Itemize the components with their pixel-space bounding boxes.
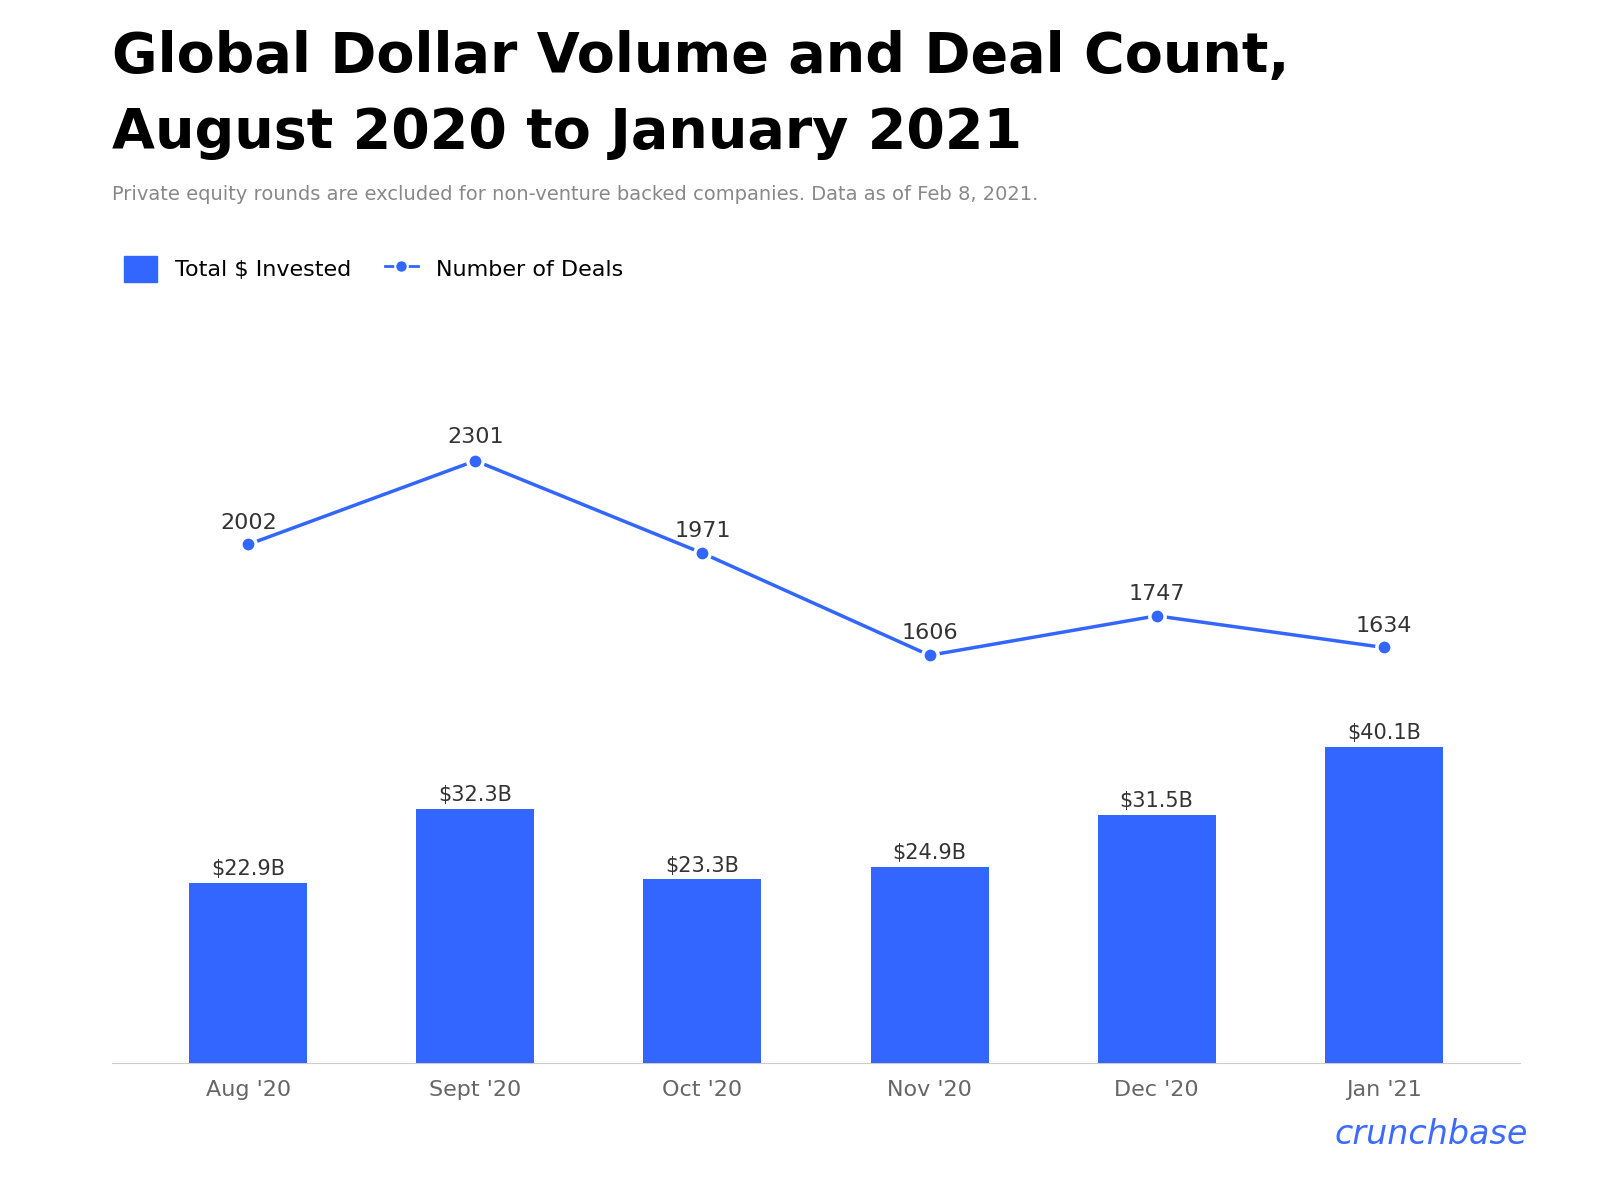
Bar bbox=[1325, 748, 1443, 1063]
Text: $22.9B: $22.9B bbox=[211, 859, 285, 879]
Text: 1606: 1606 bbox=[901, 624, 958, 644]
Text: 1971: 1971 bbox=[674, 521, 731, 541]
Text: $23.3B: $23.3B bbox=[666, 855, 739, 875]
Text: 1634: 1634 bbox=[1355, 615, 1411, 635]
Text: August 2020 to January 2021: August 2020 to January 2021 bbox=[112, 106, 1022, 161]
Text: 2002: 2002 bbox=[219, 513, 277, 533]
Text: crunchbase: crunchbase bbox=[1334, 1118, 1528, 1151]
Text: 1747: 1747 bbox=[1128, 585, 1186, 603]
Bar bbox=[416, 809, 534, 1063]
Legend: Total $ Invested, Number of Deals: Total $ Invested, Number of Deals bbox=[115, 247, 632, 291]
Bar bbox=[189, 882, 307, 1063]
Bar bbox=[870, 867, 989, 1063]
Bar bbox=[1098, 815, 1216, 1063]
Text: $31.5B: $31.5B bbox=[1120, 791, 1194, 811]
Text: $40.1B: $40.1B bbox=[1347, 723, 1421, 743]
Text: $24.9B: $24.9B bbox=[893, 843, 966, 863]
Text: $32.3B: $32.3B bbox=[438, 784, 512, 804]
Text: Private equity rounds are excluded for non-venture backed companies. Data as of : Private equity rounds are excluded for n… bbox=[112, 185, 1038, 204]
Bar bbox=[643, 880, 762, 1063]
Text: 2301: 2301 bbox=[446, 426, 504, 446]
Text: Global Dollar Volume and Deal Count,: Global Dollar Volume and Deal Count, bbox=[112, 30, 1290, 84]
